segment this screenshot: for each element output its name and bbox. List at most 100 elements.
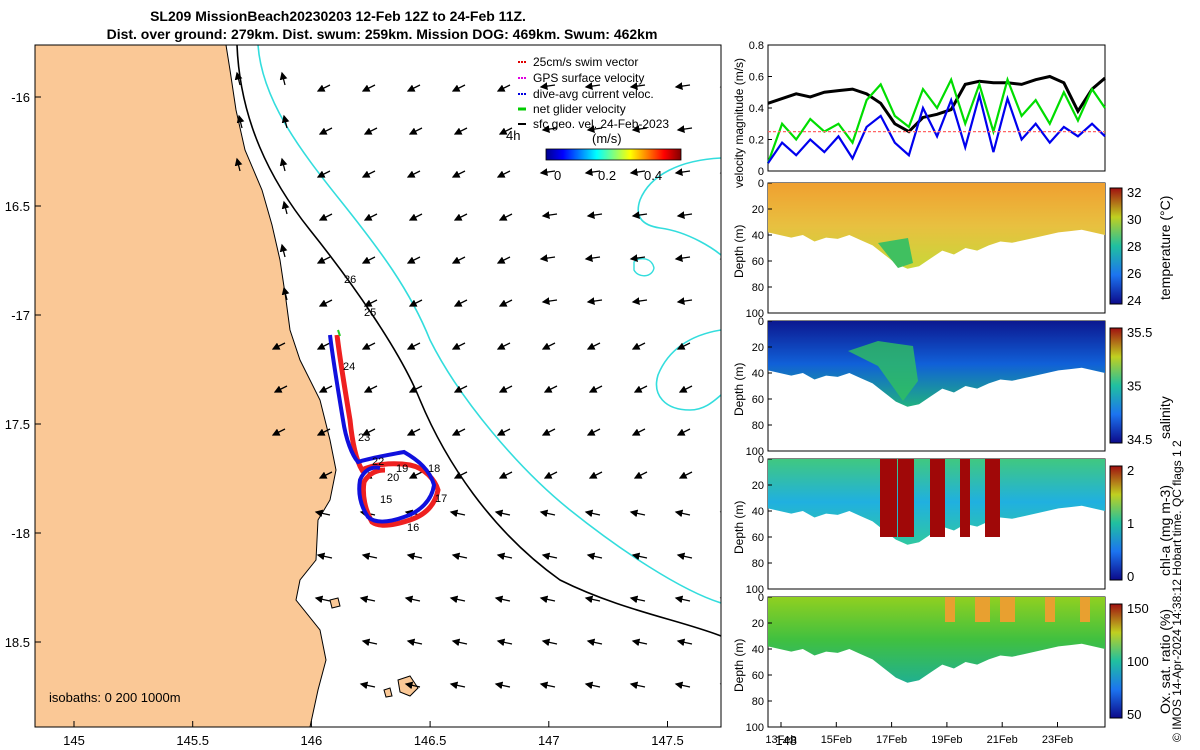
velocity-arrow bbox=[318, 213, 333, 221]
date-tick: 15Feb bbox=[821, 734, 852, 746]
velocity-arrow bbox=[541, 552, 558, 561]
velocity-arrow bbox=[496, 256, 511, 264]
velocity-arrow bbox=[234, 71, 243, 86]
velocity-arrow bbox=[586, 552, 603, 561]
velocity-arrow bbox=[408, 127, 423, 135]
velocity-arrow bbox=[234, 157, 243, 172]
map-y-tick: 18.5 bbox=[5, 635, 30, 650]
depth-tick: 20 bbox=[752, 342, 764, 354]
depth-ylabel: Depth (m) bbox=[732, 639, 746, 692]
isobath-1000m-ring bbox=[633, 257, 655, 277]
velocity-arrow bbox=[451, 638, 468, 647]
chart-title-line2: Dist. over ground: 279km. Dist. swum: 25… bbox=[106, 26, 658, 42]
chla-column bbox=[898, 459, 914, 537]
colorbar-tick: 0.2 bbox=[598, 168, 616, 183]
depth-tick: 100 bbox=[746, 584, 764, 596]
velocity-arrow bbox=[541, 342, 556, 350]
velocity-arrow bbox=[361, 428, 376, 436]
map-x-tick: 146 bbox=[301, 733, 323, 748]
legend-gps-velocity: GPS surface velocity bbox=[533, 71, 644, 85]
velocity-arrow bbox=[584, 595, 601, 604]
velocity-arrow bbox=[586, 125, 603, 133]
colorbar-tick: 100 bbox=[1127, 654, 1149, 669]
colorbar-tick: 28 bbox=[1127, 239, 1141, 254]
credit-text: © IMOS 14-Apr-2024 14:38:12 Hobart time.… bbox=[1170, 440, 1184, 742]
velocity-arrow bbox=[361, 84, 376, 92]
colorbar-tick: 35 bbox=[1127, 379, 1141, 394]
depth-tick: 0 bbox=[758, 592, 764, 604]
depth-tick: 0 bbox=[758, 316, 764, 328]
velocity-arrow bbox=[404, 595, 421, 604]
velocity-arrow bbox=[314, 595, 331, 604]
velocity-arrow bbox=[676, 211, 693, 219]
velocity-arrow bbox=[678, 471, 693, 479]
velocity-arrow bbox=[676, 342, 691, 350]
velocity-arrow bbox=[496, 170, 511, 178]
depth-ylabel: Depth (m) bbox=[732, 225, 746, 278]
velocity-arrow bbox=[586, 211, 603, 219]
glider-track-red bbox=[334, 334, 441, 528]
velocity-arrow bbox=[496, 552, 513, 561]
velocity-arrow bbox=[406, 256, 421, 264]
velocity-arrow bbox=[631, 428, 646, 436]
velocity-y-tick: 0.4 bbox=[749, 103, 764, 115]
velocity-arrow bbox=[404, 681, 421, 690]
colorbar-tick: 2 bbox=[1127, 463, 1134, 478]
velocity-arrow bbox=[633, 471, 648, 479]
velocity-arrow bbox=[281, 200, 290, 215]
surface-velocity-vectors bbox=[234, 71, 721, 690]
colorbar-tick: 1 bbox=[1127, 516, 1134, 531]
velocity-arrow bbox=[451, 84, 466, 92]
velocity-arrow bbox=[498, 127, 513, 135]
day-label: 24 bbox=[343, 361, 355, 373]
date-tick: 19Feb bbox=[931, 734, 962, 746]
colorbar-tick: 34.5 bbox=[1127, 432, 1152, 447]
day-label: 20 bbox=[387, 472, 399, 484]
section-data-fill bbox=[768, 183, 1105, 269]
speed-colorbar bbox=[545, 148, 682, 161]
colorbar-tick: 0.4 bbox=[644, 168, 662, 183]
colorbar-tick: 150 bbox=[1127, 601, 1149, 616]
date-tick: 23Feb bbox=[1042, 734, 1073, 746]
glider-track-blue bbox=[328, 334, 437, 524]
depth-ylabel: Depth (m) bbox=[732, 501, 746, 554]
velocity-arrow bbox=[271, 428, 286, 436]
velocity-y-tick: 0.8 bbox=[749, 40, 764, 52]
velocity-arrow bbox=[631, 342, 646, 350]
velocity-arrow bbox=[586, 638, 603, 647]
depth-tick: 40 bbox=[752, 368, 764, 380]
oxygen-patch bbox=[975, 597, 990, 622]
velocity-arrow bbox=[674, 509, 691, 518]
velocity-arrow bbox=[279, 157, 288, 172]
depth-tick: 40 bbox=[752, 644, 764, 656]
day-label: 16 bbox=[407, 522, 419, 534]
velocity-arrow bbox=[318, 385, 333, 393]
velocity-arrow bbox=[494, 595, 511, 604]
oxygen-patch bbox=[1000, 597, 1015, 622]
map-y-tick: 16.5 bbox=[5, 199, 30, 214]
velocity-arrow bbox=[451, 342, 466, 350]
velocity-arrow bbox=[631, 297, 648, 305]
glider-track-green bbox=[337, 329, 341, 337]
velocity-arrow bbox=[361, 552, 378, 561]
series-dive-avg-current-veloc- bbox=[767, 91, 1106, 164]
chart-title-line1: SL209 MissionBeach20230203 12-Feb 12Z to… bbox=[150, 8, 526, 24]
velocity-arrow bbox=[361, 170, 376, 178]
velocity-arrow bbox=[586, 428, 601, 436]
velocity-arrow bbox=[318, 127, 333, 135]
salinity-anomaly bbox=[848, 341, 918, 401]
velocity-arrow bbox=[406, 84, 421, 92]
velocity-arrow bbox=[541, 428, 556, 436]
depth-tick: 100 bbox=[746, 308, 764, 320]
section-data-fill bbox=[768, 597, 1105, 683]
map-x-tick: 148 bbox=[775, 733, 797, 748]
date-tick: 17Feb bbox=[876, 734, 907, 746]
salinity-colorbar bbox=[1109, 327, 1123, 444]
depth-tick: 20 bbox=[752, 204, 764, 216]
velocity-arrow bbox=[316, 256, 331, 264]
legend-sfc-geo: sfc geo. vel. 24-Feb-2023 bbox=[533, 117, 669, 131]
velocity-arrow bbox=[279, 71, 288, 86]
velocity-arrow bbox=[359, 595, 376, 604]
